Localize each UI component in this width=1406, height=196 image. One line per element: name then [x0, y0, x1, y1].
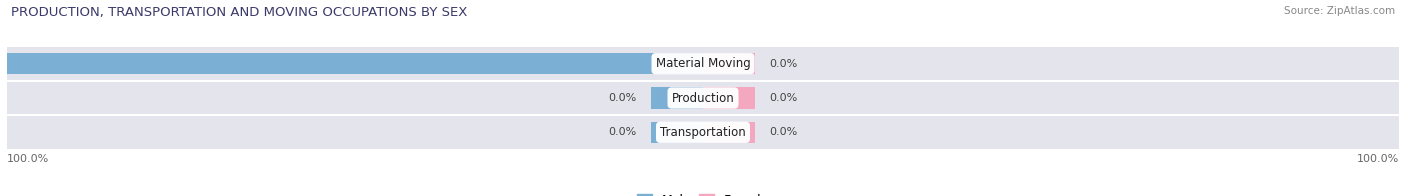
- Bar: [7, 116, 1399, 149]
- Text: Transportation: Transportation: [661, 126, 745, 139]
- Bar: [703, 53, 755, 74]
- Bar: [651, 87, 703, 109]
- Text: 0.0%: 0.0%: [769, 127, 797, 137]
- Text: 100.0%: 100.0%: [1357, 154, 1399, 164]
- Bar: [7, 47, 1399, 80]
- Text: Material Moving: Material Moving: [655, 57, 751, 70]
- Bar: [703, 122, 755, 143]
- Text: 0.0%: 0.0%: [769, 59, 797, 69]
- Bar: [7, 82, 1399, 114]
- Bar: [651, 122, 703, 143]
- Bar: [7, 53, 703, 74]
- Text: 100.0%: 100.0%: [7, 154, 49, 164]
- Text: 0.0%: 0.0%: [609, 127, 637, 137]
- Text: Source: ZipAtlas.com: Source: ZipAtlas.com: [1284, 6, 1395, 16]
- Text: 0.0%: 0.0%: [609, 93, 637, 103]
- Text: PRODUCTION, TRANSPORTATION AND MOVING OCCUPATIONS BY SEX: PRODUCTION, TRANSPORTATION AND MOVING OC…: [11, 6, 468, 19]
- Legend: Male, Female: Male, Female: [637, 194, 769, 196]
- Bar: [703, 87, 755, 109]
- Text: Production: Production: [672, 92, 734, 104]
- Text: 0.0%: 0.0%: [769, 93, 797, 103]
